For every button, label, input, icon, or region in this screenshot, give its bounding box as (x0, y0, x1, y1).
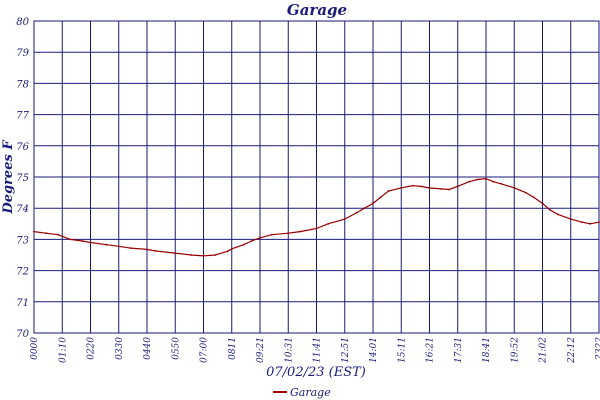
data-point (105, 243, 108, 246)
data-point (202, 255, 205, 257)
data-point (428, 187, 431, 189)
data-point (363, 207, 366, 210)
x-tick-label: 2322 (595, 337, 600, 361)
data-point (259, 236, 261, 239)
x-tick-label: 16:21 (426, 337, 436, 363)
x-tick-label: 01:10 (58, 337, 68, 363)
x-tick-label: 0550 (171, 337, 181, 360)
data-point (532, 196, 535, 199)
x-tick-label: 10:31 (284, 337, 294, 363)
series-layer (33, 177, 600, 257)
data-point (355, 212, 358, 214)
chart-title: Garage (287, 1, 347, 19)
data-point (129, 247, 132, 250)
x-tick-label: 19:52 (510, 337, 520, 363)
y-tick-label: 79 (16, 48, 29, 59)
y-tick-label: 72 (16, 267, 29, 278)
x-tick-label: 21:02 (539, 337, 549, 364)
data-point (250, 240, 253, 242)
data-point (145, 248, 148, 251)
x-tick-label: 17:31 (454, 337, 464, 363)
data-point (57, 233, 60, 236)
data-point (287, 232, 290, 235)
data-point (476, 178, 479, 181)
data-point (557, 213, 559, 216)
x-tick-label: 0000 (30, 337, 40, 360)
data-point (513, 187, 516, 189)
data-point (81, 240, 84, 242)
data-point (387, 190, 390, 192)
data-point (400, 187, 402, 189)
axis-layer: 70 71 72 73 74 75 76 77 78 79 80 0000 01:10 0220 0330 0… (16, 17, 600, 364)
y-tick-label: 70 (16, 329, 29, 340)
data-point (214, 254, 217, 256)
data-point (270, 233, 273, 236)
x-tick-label: 0330 (115, 337, 125, 360)
data-point (581, 221, 583, 224)
data-point (45, 232, 47, 235)
x-tick-label: 11:41 (313, 337, 323, 363)
data-point (598, 221, 600, 224)
data-point (569, 218, 572, 221)
data-point (69, 238, 72, 241)
grid-layer (33, 20, 600, 334)
data-point (174, 252, 176, 255)
data-point (61, 235, 64, 238)
data-point (420, 185, 422, 188)
y-tick-label: 80 (16, 17, 29, 28)
data-point (343, 218, 346, 221)
data-point (448, 188, 450, 191)
x-tick-label: 07:00 (200, 337, 210, 363)
data-point (117, 245, 120, 248)
data-point (242, 243, 245, 246)
data-point (440, 188, 442, 190)
data-point (541, 202, 544, 205)
y-tick-label: 71 (16, 298, 29, 309)
x-tick-label: 0220 (87, 337, 97, 360)
y-tick-label: 74 (16, 204, 29, 215)
data-point (379, 196, 382, 199)
y-axis-label: Degrees F (1, 140, 16, 215)
x-tick-label: 14:01 (369, 337, 379, 363)
data-point (548, 208, 551, 211)
legend: Garage (273, 386, 331, 399)
y-tick-label: 73 (16, 235, 29, 246)
x-tick-label: 15:11 (397, 337, 407, 363)
data-point (372, 202, 374, 205)
data-point (492, 180, 495, 183)
data-point (456, 185, 459, 188)
data-point (500, 183, 503, 185)
data-point (524, 191, 527, 194)
y-tick-label: 77 (16, 111, 29, 122)
data-point (589, 222, 591, 225)
y-tick-label: 75 (16, 173, 29, 184)
x-axis-label: 07/02/23 (EST) (266, 365, 366, 380)
x-tick-label: 0811 (228, 337, 238, 360)
x-tick-label: 09:21 (256, 337, 266, 363)
data-point (299, 230, 301, 233)
x-tick-label: 18:41 (482, 337, 492, 363)
legend-series-label: Garage (290, 386, 331, 399)
data-point (315, 227, 318, 230)
data-point (484, 177, 487, 180)
x-tick-label: 22:12 (567, 337, 577, 364)
x-tick-label: 0440 (143, 337, 153, 360)
data-point (33, 230, 35, 233)
y-tick-label: 78 (16, 79, 29, 90)
x-tick-label: 12:51 (341, 337, 351, 363)
data-point (89, 241, 92, 244)
data-point (468, 180, 471, 183)
series-line-0 (33, 178, 600, 257)
data-point (226, 250, 229, 253)
data-point (154, 250, 156, 252)
data-point (411, 184, 414, 187)
y-tick-label: 76 (16, 142, 29, 153)
data-point (231, 247, 233, 250)
data-point (190, 254, 193, 256)
data-point (327, 222, 330, 225)
